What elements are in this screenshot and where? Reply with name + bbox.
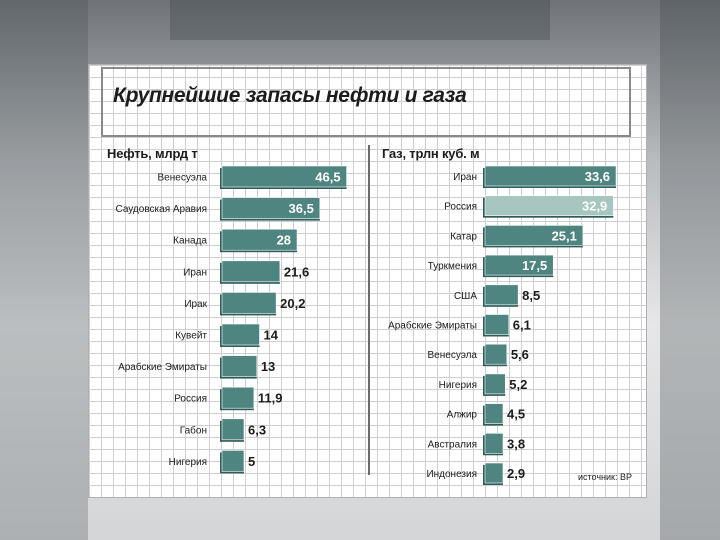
value-label: 2,9	[507, 466, 525, 481]
value-label: 4,5	[507, 407, 525, 422]
value-label: 36,5	[289, 201, 314, 216]
category-label: Венесуэла	[428, 350, 478, 361]
category-label: Нигерия	[439, 380, 477, 391]
category-label: Индонезия	[426, 469, 477, 480]
bar	[221, 260, 281, 283]
value-label: 25,1	[552, 228, 577, 243]
value-label: 28	[277, 233, 291, 248]
value-label: 17,5	[522, 258, 547, 273]
bar	[484, 284, 519, 306]
value-label: 6,3	[248, 422, 266, 437]
value-label: 33,6	[585, 169, 610, 184]
category-label: Катар	[450, 231, 477, 242]
category-label: Туркмения	[428, 261, 477, 272]
category-label: Россия	[444, 202, 477, 213]
value-label: 3,8	[507, 436, 525, 451]
category-label: Кувейт	[175, 331, 207, 342]
bar	[221, 165, 347, 188]
bar	[484, 254, 554, 276]
value-label: 8,5	[522, 288, 540, 303]
bar	[221, 197, 321, 219]
chart-divider	[368, 145, 370, 475]
category-label: Арабские Эмираты	[388, 320, 477, 332]
value-label: 6,1	[513, 318, 531, 333]
bar	[221, 450, 245, 472]
gas-chart-title: Газ, трлн куб. м	[382, 146, 480, 161]
category-label: Россия	[174, 394, 207, 405]
background-rig-left	[0, 0, 88, 540]
category-label: Венесуэла	[158, 173, 208, 184]
bar	[484, 343, 508, 365]
category-label: Арабские Эмираты	[118, 361, 207, 373]
bar	[484, 373, 506, 395]
value-label: 20,2	[280, 296, 305, 311]
bar	[221, 292, 277, 314]
category-label: Ирак	[184, 299, 207, 310]
page-title: Крупнейшие запасы нефти и газа	[113, 84, 467, 107]
category-label: Габон	[180, 424, 207, 436]
value-label: 21,6	[284, 264, 309, 279]
source-note: источник: BP	[578, 472, 632, 482]
value-label: 5,6	[511, 347, 529, 362]
value-label: 11,9	[258, 391, 283, 406]
background-rig-right	[660, 0, 720, 540]
bar	[221, 323, 260, 346]
chart-panel	[88, 64, 647, 498]
value-label: 14	[264, 328, 279, 343]
category-label: Канада	[173, 236, 207, 247]
background-rig-beam	[170, 0, 550, 40]
category-label: Саудовская Аравия	[115, 204, 207, 215]
title-frame	[101, 67, 631, 137]
bar	[484, 403, 504, 424]
category-label: Нигерия	[169, 457, 207, 468]
bar	[484, 225, 584, 246]
bar	[221, 355, 258, 377]
value-label: 5	[248, 454, 255, 469]
bar	[221, 386, 255, 409]
category-label: Иран	[453, 172, 477, 183]
bar	[484, 195, 614, 216]
category-label: Иран	[183, 267, 207, 278]
bar	[484, 432, 504, 454]
bar	[221, 228, 298, 251]
value-label: 5,2	[509, 377, 527, 392]
value-label: 32,9	[582, 199, 607, 214]
category-label: Австралия	[428, 439, 477, 450]
bar	[484, 462, 504, 484]
oil-chart-title: Нефть, млрд т	[107, 146, 198, 161]
category-label: Алжир	[447, 410, 478, 421]
bar	[484, 314, 510, 335]
bar	[484, 165, 617, 187]
value-label: 13	[261, 359, 275, 374]
category-label: США	[454, 291, 477, 302]
bar	[221, 418, 245, 441]
value-label: 46,5	[315, 170, 340, 185]
